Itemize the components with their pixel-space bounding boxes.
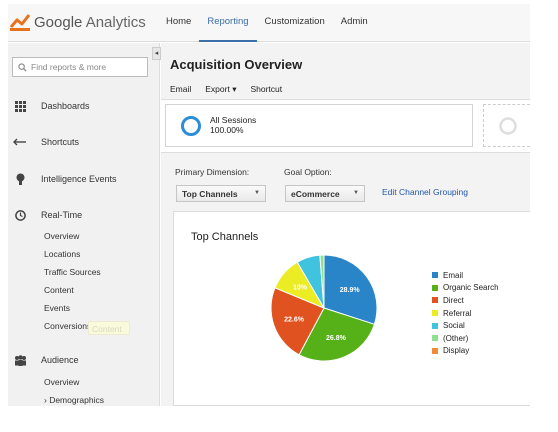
- legend-label: Display: [443, 346, 470, 356]
- analytics-app: Google Analytics Home Reporting Customiz…: [8, 4, 530, 406]
- legend-item: Direct: [432, 294, 499, 307]
- chart-title: Top Channels: [191, 231, 259, 243]
- shortcut-arrow-icon: [12, 136, 28, 148]
- legend-swatch: [432, 284, 438, 291]
- audience-overview-link[interactable]: Overview: [44, 377, 80, 387]
- analytics-logo-icon: [10, 14, 30, 31]
- sidebar-item-label: Shortcuts: [41, 137, 80, 147]
- drag-tooltip-ghost: Content: [88, 321, 130, 335]
- top-navigation-bar: Google Analytics Home Reporting Customiz…: [8, 4, 530, 42]
- pie-data-label: 10%: [293, 285, 308, 292]
- legend-swatch: [432, 297, 438, 304]
- export-dropdown[interactable]: Export ▾: [205, 84, 237, 94]
- shortcut-button[interactable]: Shortcut: [250, 84, 283, 94]
- edit-channel-grouping-link[interactable]: Edit Channel Grouping: [382, 187, 469, 197]
- main-content: Acquisition Overview Email Export ▾ Shor…: [161, 43, 530, 406]
- realtime-content-link[interactable]: Content: [44, 285, 74, 295]
- pie-data-label: 26.8%: [326, 335, 347, 342]
- primary-dimension-value: Top Channels: [182, 188, 238, 199]
- sidebar-item-real-time[interactable]: Real-Time: [12, 207, 82, 223]
- empty-segment-ring-icon: [499, 117, 517, 135]
- email-button[interactable]: Email: [170, 84, 192, 94]
- chart-legend: Email Organic Search Direct Referral Social (…: [432, 269, 499, 357]
- brand-logo[interactable]: Google Analytics: [10, 10, 146, 34]
- goal-option-label: Goal Option:: [284, 167, 332, 177]
- legend-label: Referral: [443, 308, 472, 318]
- pie-data-label: 28.9%: [340, 287, 361, 294]
- realtime-overview-link[interactable]: Overview: [44, 231, 80, 241]
- legend-swatch: [432, 272, 438, 279]
- primary-dimension-select[interactable]: Top Channels ▼: [176, 185, 266, 202]
- nav-home[interactable]: Home: [166, 16, 192, 27]
- main-nav: Home Reporting Customization Admin: [158, 4, 376, 42]
- legend-item: Social: [432, 319, 499, 332]
- legend-item: Display: [432, 345, 499, 358]
- clock-icon: [12, 209, 28, 221]
- pie-slice-other[interactable]: [319, 254, 325, 309]
- legend-label: Organic Search: [443, 283, 499, 293]
- primary-dimension-label: Primary Dimension:: [175, 167, 250, 177]
- pie-slice-organic-search[interactable]: [298, 307, 376, 362]
- sidebar-item-intelligence-events[interactable]: Intelligence Events: [12, 171, 117, 187]
- top-channels-pie-chart: 28.9% 26.8% 22.6% 10%: [270, 254, 378, 362]
- sidebar-item-audience[interactable]: Audience: [12, 352, 79, 368]
- search-input[interactable]: [31, 62, 141, 72]
- sidebar-item-dashboards[interactable]: Dashboards: [12, 98, 90, 114]
- page-title: Acquisition Overview: [170, 57, 303, 72]
- legend-item: Referral: [432, 307, 499, 320]
- legend-swatch: [432, 310, 438, 317]
- sidebar-item-label: Real-Time: [41, 210, 83, 220]
- legend-item: Email: [432, 269, 499, 282]
- realtime-traffic-sources-link[interactable]: Traffic Sources: [44, 267, 101, 277]
- caret-down-icon: ▼: [254, 190, 260, 196]
- realtime-conversions-link[interactable]: Conversions: [44, 321, 92, 331]
- legend-item: (Other): [432, 332, 499, 345]
- realtime-locations-link[interactable]: Locations: [44, 249, 81, 259]
- legend-swatch: [432, 322, 438, 329]
- legend-swatch: [432, 347, 438, 354]
- sidebar: Dashboards Shortcuts Intelligence Events…: [8, 43, 160, 406]
- sidebar-item-label: Audience: [41, 355, 79, 365]
- pie-slice-email[interactable]: [323, 254, 378, 325]
- realtime-events-link[interactable]: Events: [44, 303, 70, 313]
- legend-label: Email: [443, 270, 464, 280]
- report-search[interactable]: [12, 57, 148, 77]
- top-channels-panel: Top Channels 28.9% 26.8% 22.6% 10% Email Org…: [173, 211, 530, 406]
- goal-option-value: eCommerce: [291, 188, 340, 199]
- add-segment-card[interactable]: [483, 104, 530, 147]
- search-icon: [18, 62, 27, 72]
- brand-name: Google Analytics: [34, 13, 146, 31]
- sidebar-collapse-toggle[interactable]: ◂: [152, 47, 161, 60]
- segment-name: All Sessions: [210, 115, 257, 125]
- sidebar-item-shortcuts[interactable]: Shortcuts: [12, 134, 79, 150]
- pie-slice-direct[interactable]: [270, 287, 325, 356]
- sidebar-item-label: Dashboards: [41, 101, 90, 111]
- grid-icon: [12, 100, 28, 112]
- nav-admin[interactable]: Admin: [340, 16, 368, 27]
- segment-percent: 100.00%: [210, 125, 244, 135]
- legend-item: Organic Search: [432, 282, 499, 295]
- segment-card-all-sessions[interactable]: All Sessions 100.00%: [165, 104, 473, 147]
- sidebar-item-label: Intelligence Events: [41, 174, 117, 184]
- lightbulb-icon: [12, 173, 28, 185]
- report-toolbar: Email Export ▾ Shortcut: [170, 84, 282, 95]
- caret-down-icon: ▼: [353, 190, 359, 196]
- segment-ring-icon: [181, 116, 201, 136]
- legend-label: Direct: [443, 295, 464, 305]
- legend-label: Social: [443, 321, 465, 331]
- legend-swatch: [432, 335, 438, 342]
- segment-bar: All Sessions 100.00%: [161, 99, 530, 153]
- nav-customization[interactable]: Customization: [264, 16, 325, 27]
- legend-label: (Other): [443, 333, 469, 343]
- goal-option-select[interactable]: eCommerce ▼: [285, 185, 365, 202]
- pie-data-label: 22.6%: [284, 316, 305, 323]
- audience-demographics-link[interactable]: › Demographics: [44, 395, 104, 405]
- nav-reporting[interactable]: Reporting: [199, 4, 257, 42]
- people-icon: [12, 354, 28, 366]
